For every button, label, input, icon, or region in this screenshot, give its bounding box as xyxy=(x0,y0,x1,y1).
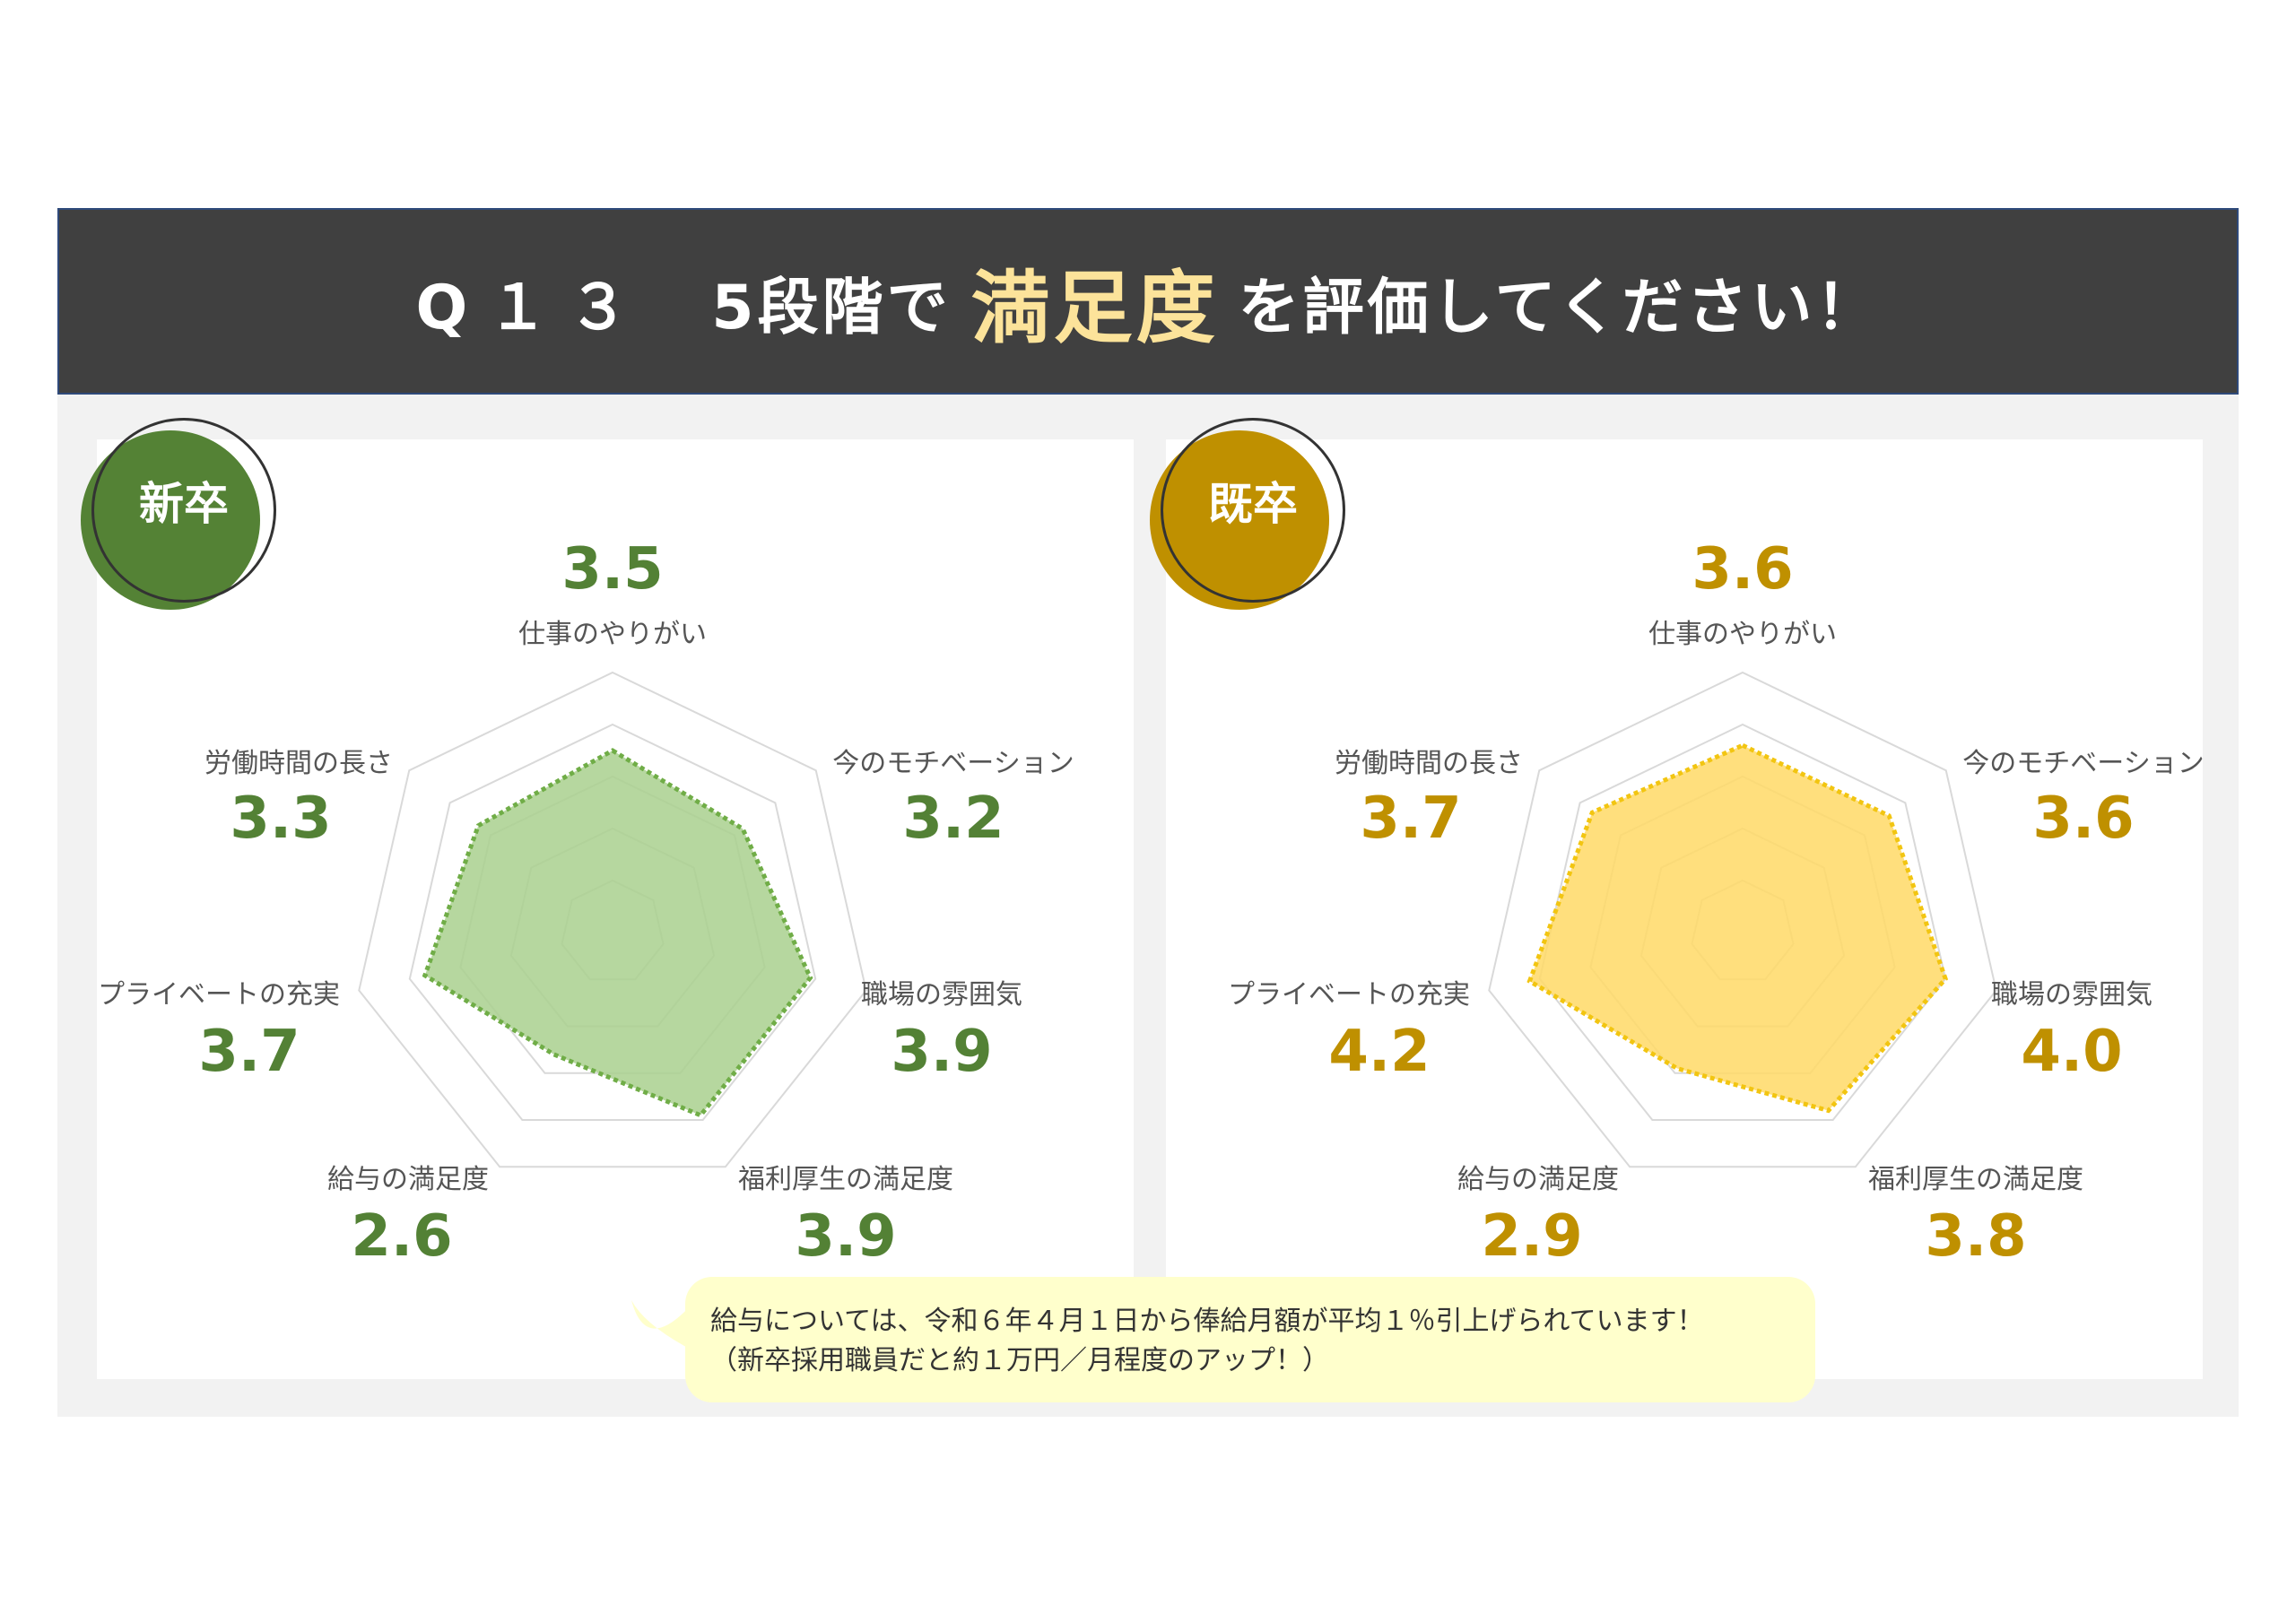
question-number: Q１３ xyxy=(415,272,649,343)
grid-ring xyxy=(408,723,817,1122)
axis-label: 福利厚生の満足度 xyxy=(738,1164,953,1195)
data-label: 3.7 xyxy=(198,1019,300,1085)
axis-label: 今のモチベーション xyxy=(1962,748,2205,779)
title-pre: 5段階で xyxy=(711,272,952,343)
data-label: 3.6 xyxy=(2032,785,2135,852)
title-post: を評価してください！ xyxy=(1238,272,1881,343)
badge-label: 既卒 xyxy=(1208,478,1298,530)
salary-note-bubble: 給与については、令和６年４月１日から俸給月額が平均１％引上げられています！ （新… xyxy=(685,1277,1815,1402)
axis-label: 給与の満足度 xyxy=(1457,1164,1619,1195)
title-highlight: 満足度 xyxy=(970,261,1219,354)
data-label: 3.5 xyxy=(561,536,664,603)
data-label: 4.2 xyxy=(1328,1019,1431,1085)
series-area xyxy=(1526,742,1949,1114)
radar-experienced xyxy=(1488,671,1997,1168)
title-banner: Q１３ 5段階で 満足度 を評価してください！ xyxy=(57,208,2239,395)
data-label: 3.9 xyxy=(795,1203,897,1270)
data-label: 4.0 xyxy=(2021,1019,2123,1085)
grid-ring xyxy=(1488,671,1997,1168)
axis-label: 仕事のやりがい xyxy=(1648,619,1837,650)
data-label: 3.2 xyxy=(902,785,1004,852)
radar-new-grad xyxy=(358,671,867,1168)
data-label: 3.3 xyxy=(230,785,332,852)
data-label: 3.9 xyxy=(891,1019,993,1085)
badge-experienced: 既卒 xyxy=(1150,418,1345,612)
axis-label: 職場の雰囲気 xyxy=(1991,979,2152,1011)
axis-label: 職場の雰囲気 xyxy=(861,979,1022,1011)
axis-label: 仕事のやりがい xyxy=(518,619,707,650)
data-label: 3.7 xyxy=(1360,785,1462,852)
badge-label: 新卒 xyxy=(139,478,229,530)
data-label: 2.6 xyxy=(351,1203,453,1270)
series-area xyxy=(422,748,813,1118)
note-line-2: （新卒採用職員だと約１万円／月程度のアップ！） xyxy=(710,1345,1329,1376)
axis-label: 給与の満足度 xyxy=(327,1164,489,1195)
axis-label: 今のモチベーション xyxy=(832,748,1074,779)
axis-label: 労働時間の長さ xyxy=(204,748,393,779)
grid-ring xyxy=(358,671,867,1168)
data-label: 3.6 xyxy=(1692,536,1794,603)
data-label: 2.9 xyxy=(1481,1203,1583,1270)
grid-ring xyxy=(1538,723,1947,1122)
note-line-1: 給与については、令和６年４月１日から俸給月額が平均１％引上げられています！ xyxy=(710,1306,1704,1337)
speech-bubble-tail xyxy=(631,1300,700,1354)
axis-label: 労働時間の長さ xyxy=(1335,748,1523,779)
axis-label: プライベートの充実 xyxy=(98,979,340,1011)
data-label: 3.8 xyxy=(1925,1203,2027,1270)
axis-label: プライベートの充実 xyxy=(1228,979,1470,1011)
axis-label: 福利厚生の満足度 xyxy=(1868,1164,2083,1195)
badge-new-grad: 新卒 xyxy=(81,418,276,612)
